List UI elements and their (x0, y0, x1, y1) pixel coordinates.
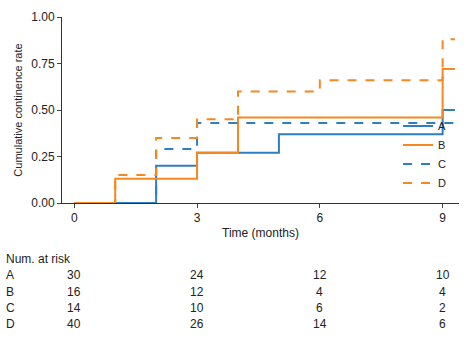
svg-text:6: 6 (316, 301, 323, 315)
svg-text:B: B (438, 139, 445, 151)
svg-text:1.00: 1.00 (31, 10, 55, 24)
svg-text:0.75: 0.75 (31, 57, 55, 71)
svg-text:A: A (438, 120, 446, 132)
svg-text:B: B (6, 285, 14, 299)
svg-text:Num. at risk: Num. at risk (6, 252, 71, 266)
svg-text:24: 24 (190, 268, 204, 282)
svg-text:6: 6 (317, 211, 324, 225)
svg-text:16: 16 (67, 285, 81, 299)
svg-text:10: 10 (190, 301, 204, 315)
svg-text:A: A (6, 268, 14, 282)
svg-text:26: 26 (190, 317, 204, 331)
svg-text:D: D (438, 177, 446, 189)
svg-text:9: 9 (439, 211, 446, 225)
svg-text:12: 12 (313, 268, 327, 282)
svg-text:30: 30 (67, 268, 81, 282)
svg-text:6: 6 (439, 317, 446, 331)
svg-text:0.25: 0.25 (31, 150, 55, 164)
svg-text:3: 3 (194, 211, 201, 225)
svg-text:C: C (438, 158, 446, 170)
svg-text:0: 0 (71, 211, 78, 225)
svg-text:10: 10 (436, 268, 450, 282)
svg-text:C: C (6, 301, 15, 315)
svg-text:0.50: 0.50 (31, 103, 55, 117)
svg-text:0.00: 0.00 (31, 196, 55, 210)
svg-text:40: 40 (67, 317, 81, 331)
svg-text:D: D (6, 317, 15, 331)
svg-text:4: 4 (316, 285, 323, 299)
svg-text:14: 14 (313, 317, 327, 331)
svg-text:Cumulative continence rate: Cumulative continence rate (12, 43, 24, 176)
svg-text:Time (months): Time (months) (222, 226, 299, 240)
svg-text:4: 4 (439, 285, 446, 299)
svg-text:14: 14 (67, 301, 81, 315)
svg-text:12: 12 (190, 285, 204, 299)
svg-text:2: 2 (439, 301, 446, 315)
